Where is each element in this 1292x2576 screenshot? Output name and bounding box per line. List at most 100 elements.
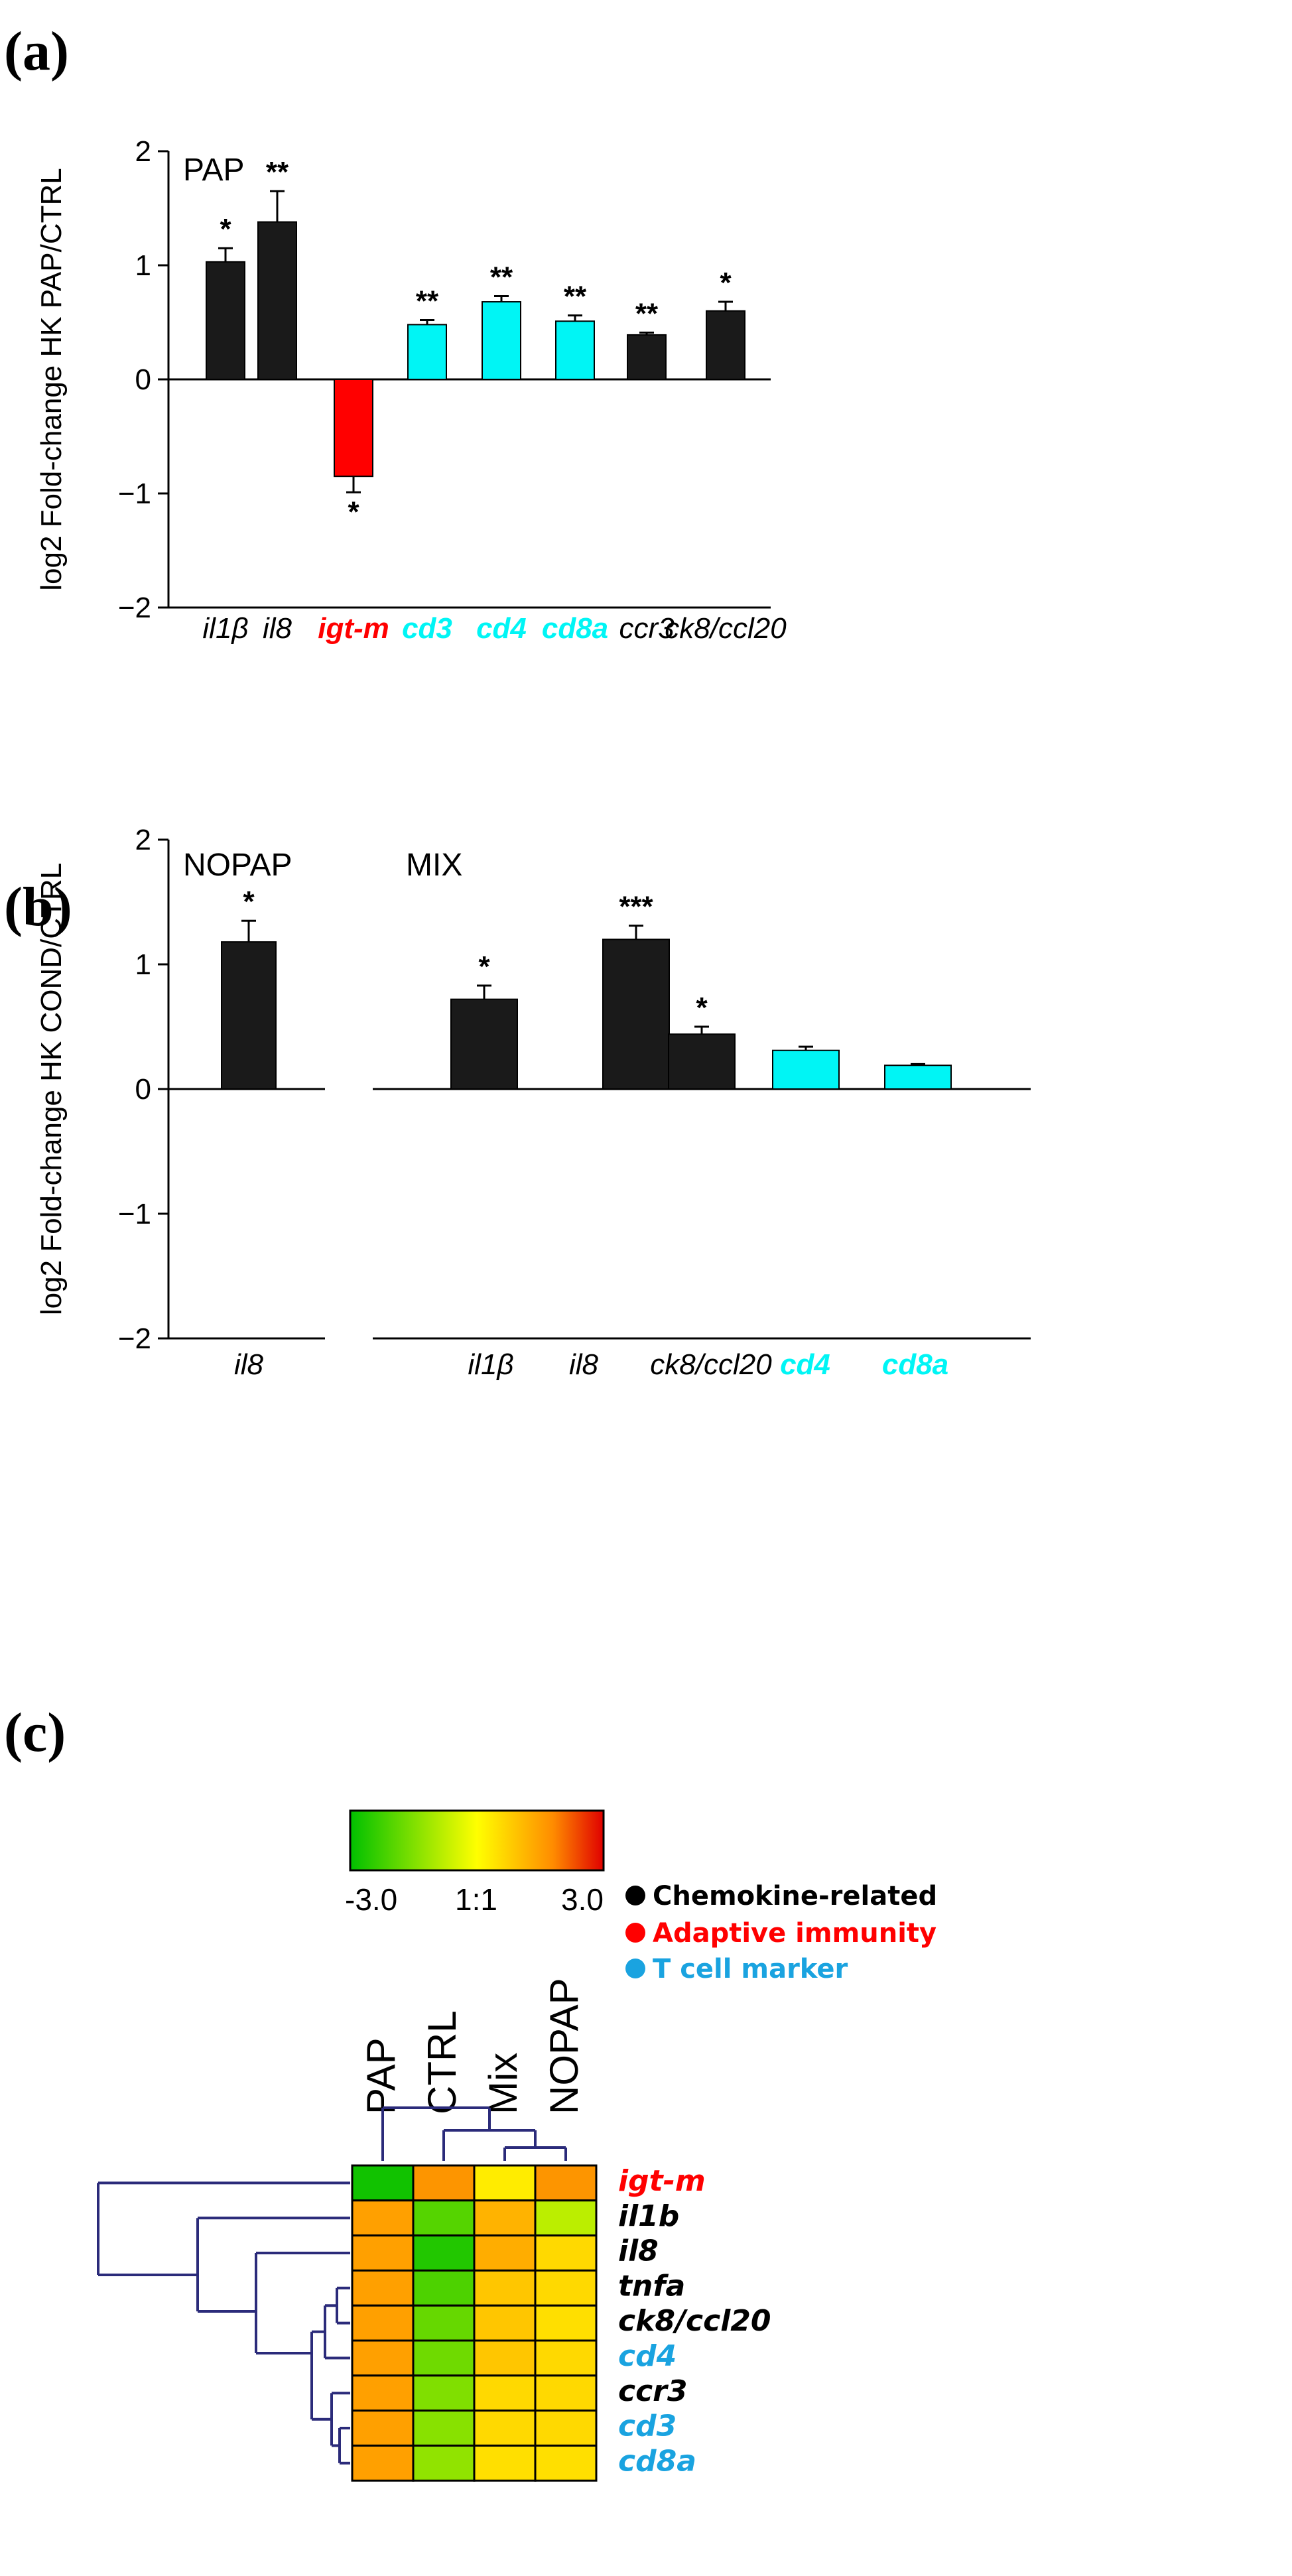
y-axis-label: log2 Fold-change HK PAP/CTRL bbox=[35, 168, 68, 590]
significance-label: ** bbox=[266, 156, 289, 188]
x-tick-label: cd8a bbox=[882, 1348, 948, 1381]
heatmap-row-label: tnfa bbox=[618, 2269, 685, 2303]
heatmap-cell bbox=[473, 2234, 537, 2272]
legend-label: Chemokine-related bbox=[653, 1881, 937, 1911]
bar bbox=[668, 1033, 736, 1090]
x-tick-label: il8 bbox=[263, 612, 292, 645]
chart-b: 2 1 0 −1 −2 log2 Fold-change HK COND/CTRL NOPA… bbox=[35, 824, 1031, 1381]
legend-marker bbox=[625, 1886, 645, 1905]
x-tick-label: il1β bbox=[468, 1348, 513, 1381]
inset-label: MIX bbox=[406, 848, 462, 883]
y-tick-label: 1 bbox=[135, 249, 151, 282]
y-tick-label: −1 bbox=[118, 1198, 151, 1230]
heatmap-row-label: il1b bbox=[618, 2199, 679, 2233]
heatmap-cell bbox=[534, 2304, 598, 2342]
significance-label: * bbox=[220, 213, 231, 245]
heatmap-cell bbox=[412, 2374, 476, 2412]
heatmap-row-label: cd4 bbox=[618, 2339, 677, 2373]
significance-label: * bbox=[243, 885, 255, 918]
y-axis-label: log2 Fold-change HK COND/CTRL bbox=[35, 863, 68, 1315]
significance-label: * bbox=[720, 267, 732, 299]
heatmap-cell bbox=[412, 2199, 476, 2237]
bar bbox=[257, 221, 297, 381]
heatmap-cell bbox=[534, 2199, 598, 2237]
heatmap-cell bbox=[412, 2234, 476, 2272]
significance-label: ** bbox=[564, 281, 587, 313]
bar bbox=[627, 334, 667, 381]
heatmap-cell bbox=[473, 2164, 537, 2202]
heatmap-cell bbox=[473, 2304, 537, 2342]
bar bbox=[206, 261, 245, 380]
x-tick-label: cd3 bbox=[402, 612, 452, 645]
heatmap-row-label: cd8a bbox=[618, 2444, 696, 2478]
bar bbox=[334, 379, 373, 478]
bar bbox=[555, 320, 595, 380]
heatmap-cell bbox=[412, 2304, 476, 2342]
x-tick-label: cd8a bbox=[542, 612, 608, 645]
heatmap-cell bbox=[412, 2410, 476, 2447]
heatmap-cell bbox=[351, 2374, 415, 2412]
x-tick-label: il8 bbox=[569, 1348, 599, 1381]
x-tick-label: cd4 bbox=[476, 612, 527, 645]
significance-label: * bbox=[348, 495, 359, 528]
heatmap-cell bbox=[351, 2234, 415, 2272]
heatmap-cell bbox=[351, 2339, 415, 2377]
heatmap-cell bbox=[412, 2339, 476, 2377]
heatmap-column-label: PAP bbox=[359, 2037, 403, 2114]
heatmap-row-label: ck8/ccl20 bbox=[618, 2304, 771, 2338]
heatmap-cell bbox=[351, 2444, 415, 2482]
heatmap-cell bbox=[351, 2164, 415, 2202]
inset-label: PAP bbox=[183, 153, 244, 188]
panel-c-label: (c) bbox=[4, 1702, 66, 1764]
colorbar-mid-label: 1:1 bbox=[455, 1882, 497, 1917]
x-tick-label: il1β bbox=[202, 612, 248, 645]
heatmap-cell bbox=[534, 2234, 598, 2272]
heatmap-column-label: Mix bbox=[481, 2053, 525, 2114]
bar bbox=[602, 938, 670, 1090]
panel-a-label: (a) bbox=[4, 21, 69, 82]
y-tick-label: 2 bbox=[135, 824, 151, 856]
colorbar-max-label: 3.0 bbox=[561, 1882, 604, 1917]
significance-label: * bbox=[478, 950, 490, 983]
heatmap-cell bbox=[351, 2199, 415, 2237]
heatmap-c: -3.0 1:1 3.0 Chemokine-related Adaptive immu… bbox=[97, 1809, 937, 2482]
legend-marker bbox=[625, 1959, 645, 1978]
heatmap-cell bbox=[534, 2339, 598, 2377]
bar bbox=[407, 324, 447, 380]
bar bbox=[482, 301, 521, 381]
legend-label: Adaptive immunity bbox=[653, 1918, 937, 1949]
y-tick-label: 0 bbox=[135, 363, 151, 396]
y-tick-label: 1 bbox=[135, 948, 151, 981]
heatmap-row-label: igt-m bbox=[618, 2164, 706, 2198]
colorbar bbox=[349, 1809, 605, 1872]
y-tick-label: −2 bbox=[118, 592, 151, 624]
heatmap-cell bbox=[534, 2269, 598, 2307]
heatmap-cell bbox=[534, 2444, 598, 2482]
x-tick-label: cd4 bbox=[780, 1348, 830, 1381]
heatmap-column-label: CTRL bbox=[420, 2010, 464, 2114]
heatmap-cell bbox=[473, 2339, 537, 2377]
bar bbox=[772, 1049, 840, 1090]
bar bbox=[706, 310, 745, 380]
significance-label: ** bbox=[416, 285, 439, 318]
y-tick-label: 2 bbox=[135, 135, 151, 168]
y-tick-label: −1 bbox=[118, 478, 151, 510]
y-tick-label: −2 bbox=[118, 1322, 151, 1355]
heatmap-cell bbox=[473, 2374, 537, 2412]
heatmap-cell bbox=[412, 2269, 476, 2307]
heatmap-cell bbox=[351, 2269, 415, 2307]
x-tick-label: igt-m bbox=[318, 612, 389, 645]
heatmap-row-label: cd3 bbox=[618, 2410, 677, 2443]
bar bbox=[884, 1064, 952, 1090]
legend-label: T cell marker bbox=[653, 1954, 848, 1984]
inset-label: NOPAP bbox=[183, 848, 292, 883]
heatmap-cell bbox=[473, 2410, 537, 2447]
significance-label: ** bbox=[490, 261, 513, 293]
heatmap-cell bbox=[351, 2304, 415, 2342]
heatmap-cell bbox=[534, 2164, 598, 2202]
y-tick-label: 0 bbox=[135, 1073, 151, 1106]
x-tick-label: ck8/ccl20 bbox=[665, 612, 787, 645]
heatmap-cell bbox=[412, 2164, 476, 2202]
